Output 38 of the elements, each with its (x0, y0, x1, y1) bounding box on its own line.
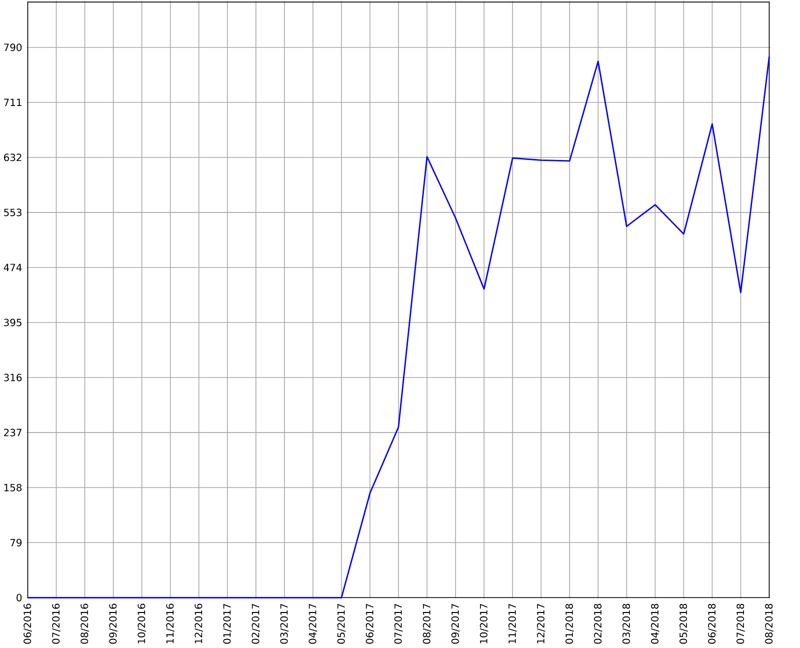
x-tick-label: 10/2016 (138, 604, 146, 644)
x-tick-label: 03/2017 (280, 604, 289, 644)
y-tick-label: 711 (4, 98, 22, 106)
y-tick-label: 237 (4, 428, 22, 436)
x-tick-label: 01/2017 (223, 604, 232, 644)
x-tick-label: 09/2016 (109, 604, 118, 644)
x-tick-label: 11/2017 (508, 604, 517, 644)
x-tick-label: 08/2017 (422, 604, 432, 644)
y-tick-label: 158 (4, 484, 22, 492)
x-tick-label: 05/2018 (680, 604, 688, 644)
y-tick-label: 632 (4, 154, 22, 162)
x-tick-label: 02/2018 (594, 604, 602, 644)
y-tick-label: 79 (10, 539, 22, 547)
x-tick-label: 10/2017 (480, 604, 488, 644)
x-tick-label: 09/2017 (451, 604, 460, 644)
x-tick-label: 01/2018 (565, 604, 574, 644)
x-tick-label: 04/2017 (308, 604, 318, 644)
y-tick-label: 553 (4, 208, 22, 216)
y-tick-label: 790 (4, 44, 22, 52)
y-tick-label: 0 (16, 594, 22, 602)
y-tick-label: 395 (4, 318, 22, 326)
x-tick-label: 07/2017 (394, 604, 403, 644)
x-tick-label: 07/2018 (736, 604, 745, 644)
y-tick-label: 474 (4, 264, 22, 272)
x-tick-label: 12/2016 (194, 604, 204, 644)
x-tick-label: 05/2017 (337, 604, 346, 644)
x-tick-label: 06/2017 (366, 604, 374, 644)
x-tick-label: 11/2016 (166, 604, 174, 644)
x-tick-label: 02/2017 (252, 604, 260, 644)
x-tick-label: 06/2016 (24, 604, 32, 644)
x-tick-label: 07/2016 (52, 604, 60, 644)
x-tick-label: 08/2018 (765, 604, 774, 644)
x-tick-label: 06/2018 (708, 604, 716, 644)
x-tick-label: 03/2018 (622, 604, 631, 644)
y-tick-label: 316 (4, 374, 22, 382)
x-tick-label: 08/2016 (80, 604, 89, 644)
x-tick-label: 04/2018 (651, 604, 660, 644)
x-tick-label: 12/2017 (536, 604, 546, 644)
